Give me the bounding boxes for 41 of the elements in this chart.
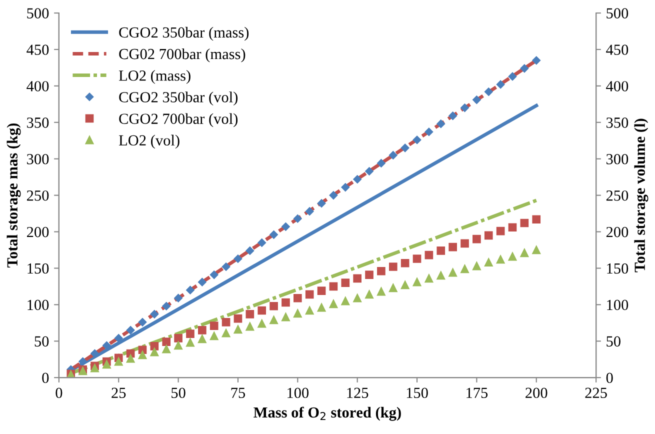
- x-tick-label: 175: [466, 388, 488, 398]
- x-tick-label: 150: [406, 388, 428, 398]
- legend-label: CGO2 350bar (mass): [119, 26, 249, 41]
- y-tick-label: 400: [26, 81, 49, 92]
- y2-tick-label: 200: [606, 226, 628, 238]
- x-tick-label: 100: [288, 388, 309, 398]
- y2-tick-label: 100: [607, 300, 628, 310]
- legend-label: LO2 (mass): [118, 70, 190, 84]
- x-tick-label: 225: [585, 388, 607, 398]
- y-tick-label: 50: [34, 336, 49, 347]
- y2-tick-label: 350: [606, 118, 628, 128]
- y-tick-label: 350: [27, 118, 49, 128]
- legend-label: CGO2 700bar (vol): [119, 113, 238, 128]
- y2-tick-label: 150: [607, 263, 628, 274]
- y-tick-label: 450: [26, 44, 49, 55]
- y2-axis-title: Total storage volume (l): [634, 118, 648, 272]
- y2-tick-label: 500: [606, 8, 628, 18]
- y-tick-label: 300: [27, 154, 49, 164]
- y-tick-label: 150: [28, 263, 49, 274]
- y2-tick-label: 450: [606, 44, 628, 55]
- y-tick-label: 250: [26, 190, 49, 201]
- x-tick-label: 200: [526, 388, 548, 398]
- legend-label: CGO2 350bar (vol): [119, 92, 238, 106]
- y2-tick-label: 50: [606, 336, 620, 347]
- y2-tick-label: 300: [606, 154, 628, 164]
- x-tick-label: 50: [172, 388, 186, 398]
- x-tick-label: 125: [347, 388, 368, 398]
- y2-tick-label: 0: [606, 372, 613, 384]
- legend-label: CG02 700bar (mass): [119, 48, 246, 62]
- y-tick-label: 500: [27, 8, 49, 18]
- y-tick-label: 0: [42, 372, 49, 384]
- legend-label: LO2 (vol): [118, 134, 180, 149]
- x-tick-label: 75: [231, 388, 246, 398]
- y-tick-label: 200: [26, 226, 49, 238]
- x-tick-label: 0: [56, 388, 62, 398]
- y2-tick-label: 250: [606, 190, 628, 201]
- y-axis-title: Total storage mas (kg): [6, 123, 21, 268]
- x-tick-label: 25: [112, 388, 126, 398]
- y2-tick-label: 400: [606, 81, 628, 92]
- x-axis-title: Mass of O$_{2}$ stored (kg): [254, 406, 401, 421]
- y-tick-label: 100: [28, 300, 49, 310]
